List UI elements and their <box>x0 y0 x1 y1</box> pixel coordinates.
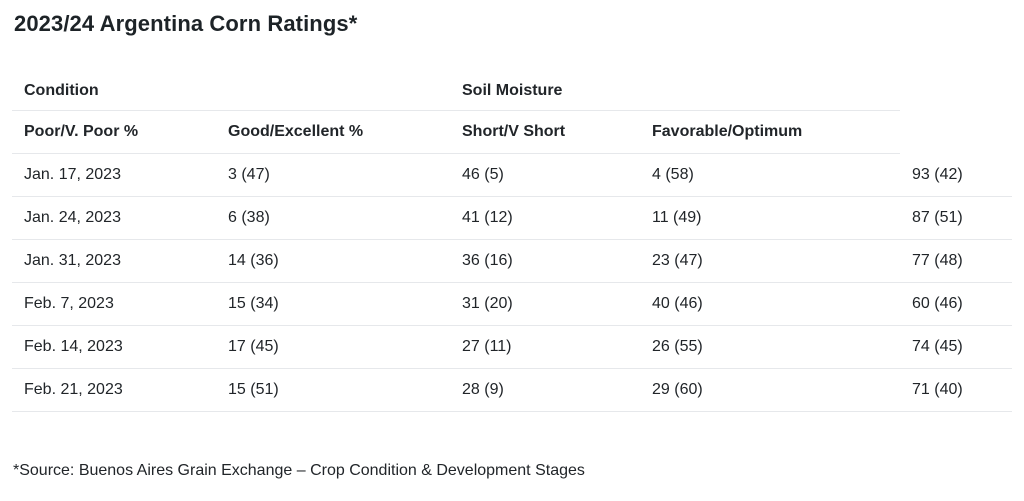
value-cell: 4 (58) <box>640 153 900 197</box>
value-cell: 93 (42) <box>900 153 1012 197</box>
date-cell: Jan. 17, 2023 <box>12 153 216 197</box>
group-header-soil-moisture: Soil Moisture <box>450 73 640 111</box>
page-title: 2023/24 Argentina Corn Ratings* <box>14 11 358 36</box>
date-cell: Jan. 31, 2023 <box>12 239 216 283</box>
group-header-spacer <box>640 73 900 111</box>
column-header-favorable-optimum: Favorable/Optimum <box>640 110 900 154</box>
value-cell: 41 (12) <box>450 196 640 240</box>
value-cell: 15 (51) <box>216 368 450 412</box>
date-cell: Feb. 14, 2023 <box>12 325 216 369</box>
column-header-good-excellent: Good/Excellent % <box>216 110 450 154</box>
value-cell: 40 (46) <box>640 282 900 326</box>
column-header-short-vshort: Short/V Short <box>450 110 640 154</box>
value-cell: 14 (36) <box>216 239 450 283</box>
value-cell: 29 (60) <box>640 368 900 412</box>
group-header-empty <box>900 73 1012 111</box>
group-header-condition: Condition <box>12 73 216 111</box>
table-row: Feb. 7, 2023 15 (34) 31 (20) 40 (46) 60 … <box>12 282 1012 326</box>
table-body: Jan. 17, 2023 3 (47) 46 (5) 4 (58) 93 (4… <box>12 153 1012 412</box>
group-header-spacer <box>216 73 450 111</box>
corn-ratings-table: Condition Soil Moisture Poor/V. Poor % G… <box>12 73 1012 412</box>
value-cell: 27 (11) <box>450 325 640 369</box>
column-header-empty <box>900 111 1012 154</box>
value-cell: 74 (45) <box>900 325 1012 369</box>
value-cell: 46 (5) <box>450 153 640 197</box>
value-cell: 15 (34) <box>216 282 450 326</box>
value-cell: 26 (55) <box>640 325 900 369</box>
value-cell: 77 (48) <box>900 239 1012 283</box>
value-cell: 17 (45) <box>216 325 450 369</box>
value-cell: 71 (40) <box>900 368 1012 412</box>
value-cell: 6 (38) <box>216 196 450 240</box>
table-row: Feb. 14, 2023 17 (45) 27 (11) 26 (55) 74… <box>12 325 1012 369</box>
table-row: Jan. 24, 2023 6 (38) 41 (12) 11 (49) 87 … <box>12 196 1012 240</box>
source-footnote: *Source: Buenos Aires Grain Exchange – C… <box>13 462 585 479</box>
group-header-row: Condition Soil Moisture <box>12 73 1012 111</box>
value-cell: 36 (16) <box>450 239 640 283</box>
value-cell: 23 (47) <box>640 239 900 283</box>
table-header: Condition Soil Moisture Poor/V. Poor % G… <box>12 73 1012 154</box>
table-row: Feb. 21, 2023 15 (51) 28 (9) 29 (60) 71 … <box>12 368 1012 412</box>
value-cell: 87 (51) <box>900 196 1012 240</box>
value-cell: 11 (49) <box>640 196 900 240</box>
column-header-poor-vpoor: Poor/V. Poor % <box>12 110 216 154</box>
date-cell: Feb. 7, 2023 <box>12 282 216 326</box>
date-cell: Feb. 21, 2023 <box>12 368 216 412</box>
table-row: Jan. 17, 2023 3 (47) 46 (5) 4 (58) 93 (4… <box>12 153 1012 197</box>
table-row: Jan. 31, 2023 14 (36) 36 (16) 23 (47) 77… <box>12 239 1012 283</box>
value-cell: 28 (9) <box>450 368 640 412</box>
column-header-row: Poor/V. Poor % Good/Excellent % Short/V … <box>12 110 1012 154</box>
value-cell: 60 (46) <box>900 282 1012 326</box>
value-cell: 3 (47) <box>216 153 450 197</box>
date-cell: Jan. 24, 2023 <box>12 196 216 240</box>
value-cell: 31 (20) <box>450 282 640 326</box>
